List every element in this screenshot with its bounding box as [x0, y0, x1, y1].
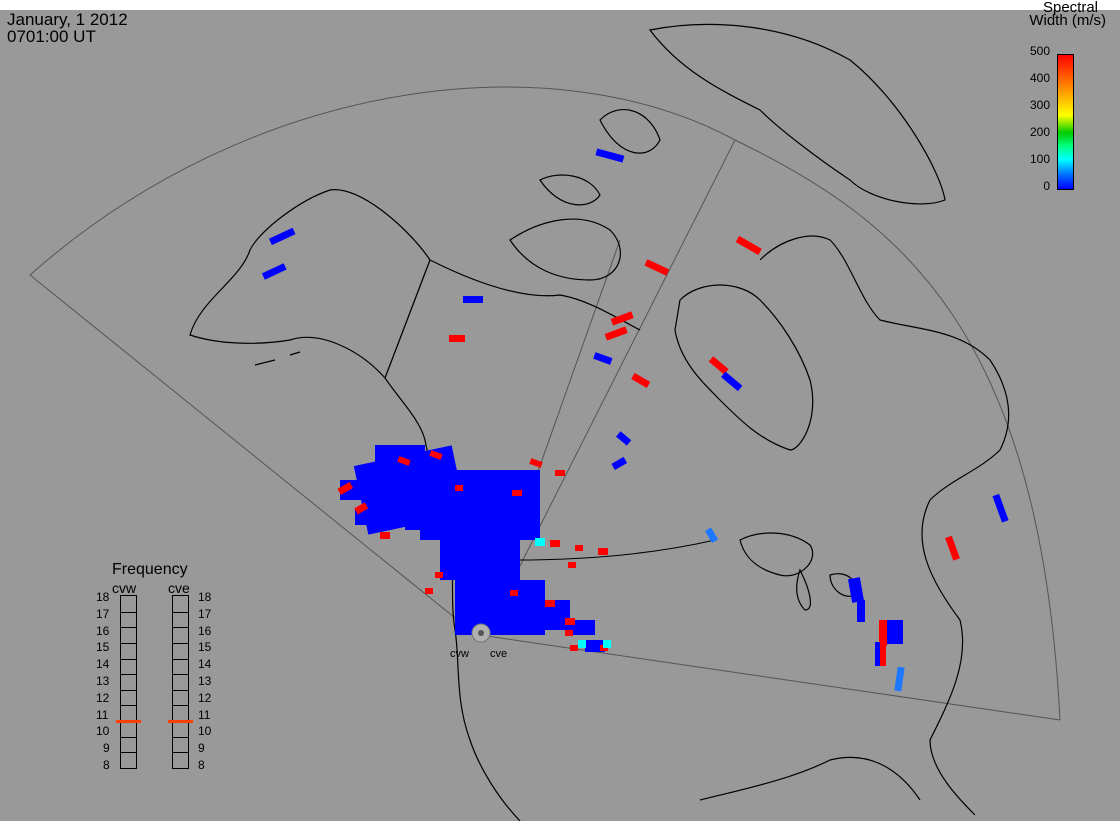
cvw-column-label: cvw — [112, 580, 137, 596]
frequency-grid-cell — [121, 627, 136, 629]
frequency-grid-cell — [173, 689, 188, 691]
frequency-scale-label: 10 — [96, 724, 110, 739]
radar-site-marker — [471, 623, 491, 643]
frequency-grid-cell — [121, 752, 136, 754]
frequency-scale-label: 9 — [103, 741, 110, 756]
frequency-grid-cell — [173, 642, 188, 644]
frequency-scale-label: 8 — [198, 758, 205, 772]
labrador-coast — [759, 235, 1010, 816]
cluster-red — [337, 450, 608, 651]
alaska-coast — [189, 189, 431, 380]
frequency-scale-label: 16 — [96, 623, 110, 638]
frequency-scale-label: 14 — [198, 657, 212, 672]
frequency-scale-label: 14 — [96, 657, 110, 672]
colorbar-tick: 400 — [1029, 71, 1050, 85]
frequency-scale-label: 18 — [96, 590, 110, 604]
frequency-grid-cell — [121, 611, 136, 613]
colorbar-tick: 300 — [1029, 98, 1050, 112]
colorbar-title-line2: Width (m/s) — [1029, 12, 1106, 29]
colorbar-title-line1: Spectral — [1042, 0, 1098, 16]
spectral-width-colorbar — [1057, 54, 1074, 190]
frequency-scale-label: 13 — [198, 674, 212, 688]
frequency-scale-label: 11 — [96, 707, 109, 722]
far-range-echoes — [261, 148, 1009, 692]
frequency-grid-cell — [121, 705, 136, 707]
frequency-grid-cell — [173, 752, 188, 754]
frequency-scale-label: 10 — [198, 724, 212, 739]
gulf-coast — [699, 756, 921, 801]
frequency-grid-cell — [173, 658, 188, 660]
frequency-scale-label: 18 — [198, 590, 212, 604]
cluster-cyan — [535, 538, 611, 648]
backscatter-cells — [261, 148, 1009, 692]
frequency-scale-label: 17 — [96, 606, 110, 621]
aleutians — [254, 351, 301, 366]
great-lakes — [739, 532, 857, 611]
frequency-scale-label: 15 — [198, 640, 212, 655]
coastlines — [189, 23, 1010, 821]
frequency-grid-cell — [121, 674, 136, 676]
cvw-frequency-marker — [116, 720, 141, 724]
colorbar-tick: 500 — [1029, 44, 1050, 58]
frequency-scale-label: 8 — [103, 758, 110, 772]
fov-beam-line-2 — [484, 139, 736, 636]
colorbar-tick: 0 — [1043, 179, 1050, 193]
top-strip — [0, 0, 1120, 10]
frequency-grid-cell — [173, 705, 188, 707]
frequency-grid-cell — [173, 611, 188, 613]
colorbar-tick: 200 — [1029, 125, 1050, 139]
radar-label-west: cvw — [450, 648, 469, 660]
hudson-bay — [674, 284, 814, 451]
frequency-scale-label: 9 — [198, 741, 205, 756]
greenland — [648, 23, 946, 205]
time-label: 0701:00 UT — [7, 27, 96, 46]
frequency-grid-cell — [121, 642, 136, 644]
cve-column-label: cve — [168, 580, 190, 596]
borders — [384, 259, 716, 561]
fov-west-edge — [29, 274, 471, 631]
arctic-coast — [429, 259, 641, 331]
arctic-islands — [509, 109, 661, 281]
frequency-scale-label: 15 — [96, 640, 110, 655]
cvw-frequency-column — [120, 595, 137, 769]
frequency-grid-cell — [121, 736, 136, 738]
date-label: January, 1 2012 — [7, 10, 128, 29]
frequency-panel-title: Frequency — [112, 561, 188, 578]
frequency-scale-label: 17 — [198, 606, 212, 621]
frequency-scale-label: 16 — [198, 623, 212, 638]
frequency-grid-cell — [173, 736, 188, 738]
radar-label-east: cve — [490, 648, 508, 660]
us-canada-border — [514, 539, 716, 561]
colorbar-tick: 100 — [1029, 152, 1050, 166]
cve-frequency-column — [172, 595, 189, 769]
cve-frequency-marker — [168, 720, 193, 724]
fov-outer-arc — [29, 86, 1061, 721]
frequency-grid-cell — [121, 658, 136, 660]
frequency-grid-cell — [173, 627, 188, 629]
frequency-scale-label: 11 — [198, 707, 211, 722]
frequency-grid-cell — [121, 689, 136, 691]
west-coast — [384, 377, 521, 821]
alaska-canada-border — [384, 259, 431, 379]
frequency-scale-label: 13 — [96, 674, 110, 688]
cluster-main — [340, 445, 605, 652]
fov-south-edge — [479, 634, 1061, 721]
frequency-scale-label: 12 — [96, 690, 110, 705]
frequency-scale-label: 12 — [198, 690, 212, 705]
frequency-grid-cell — [173, 674, 188, 676]
